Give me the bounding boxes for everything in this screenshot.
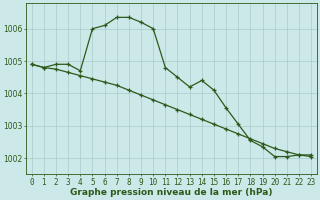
X-axis label: Graphe pression niveau de la mer (hPa): Graphe pression niveau de la mer (hPa) <box>70 188 273 197</box>
